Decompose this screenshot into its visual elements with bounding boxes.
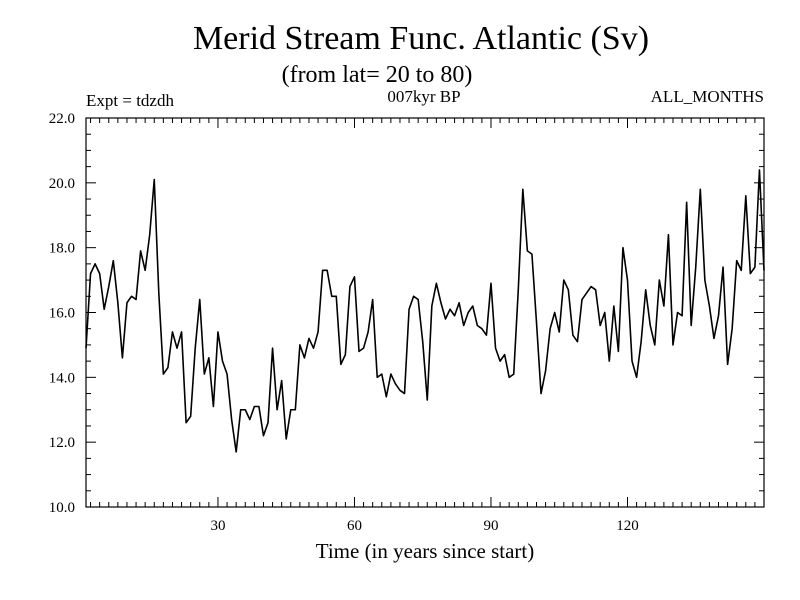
y-tick-label: 12.0 [49, 435, 75, 451]
x-axis-label: Time (in years since start) [316, 539, 535, 563]
period-label: 007kyr BP [387, 87, 460, 106]
months-label: ALL_MONTHS [651, 87, 764, 106]
chart-subtitle: (from lat= 20 to 80) [282, 62, 473, 88]
x-tick-label: 30 [210, 518, 225, 534]
y-tick-label: 16.0 [49, 306, 75, 322]
y-tick-label: 10.0 [49, 500, 75, 516]
axis-ticks [86, 117, 765, 508]
plot-frame [85, 117, 765, 508]
x-tick-label: 120 [616, 518, 639, 534]
experiment-label: Expt = tdzdh [86, 91, 174, 110]
y-tick-label: 18.0 [49, 241, 75, 257]
chart-title: Merid Stream Func. Atlantic (Sv) [193, 20, 649, 57]
tick-labels: 10.0 12.0 14.0 16.0 18.0 20.0 22.0 30 60 90 120 [49, 111, 639, 534]
x-tick-label: 90 [483, 518, 498, 534]
y-tick-label: 20.0 [49, 176, 75, 192]
series-line [85, 169, 765, 453]
y-tick-label: 22.0 [49, 111, 75, 127]
x-tick-label: 60 [347, 518, 362, 534]
y-tick-label: 14.0 [49, 370, 75, 386]
